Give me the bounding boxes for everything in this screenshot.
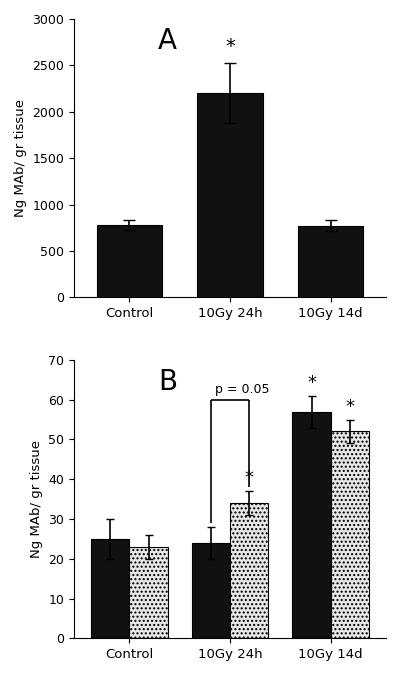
Bar <box>197 93 263 298</box>
Bar <box>331 431 369 639</box>
Text: *: * <box>345 398 354 416</box>
Text: *: * <box>225 37 235 56</box>
Bar <box>192 543 230 639</box>
Bar <box>130 547 168 639</box>
Text: *: * <box>245 469 254 487</box>
Text: A: A <box>158 27 177 55</box>
Text: B: B <box>158 369 177 396</box>
Text: *: * <box>307 374 316 392</box>
Bar <box>91 539 130 639</box>
Y-axis label: Ng MAb/ gr tissue: Ng MAb/ gr tissue <box>14 99 27 217</box>
Bar <box>97 225 162 298</box>
Y-axis label: Ng MAb/ gr tissue: Ng MAb/ gr tissue <box>30 440 43 558</box>
Bar <box>230 503 268 639</box>
Bar <box>298 226 364 298</box>
Bar <box>292 412 331 639</box>
Text: p = 0.05: p = 0.05 <box>215 383 269 396</box>
